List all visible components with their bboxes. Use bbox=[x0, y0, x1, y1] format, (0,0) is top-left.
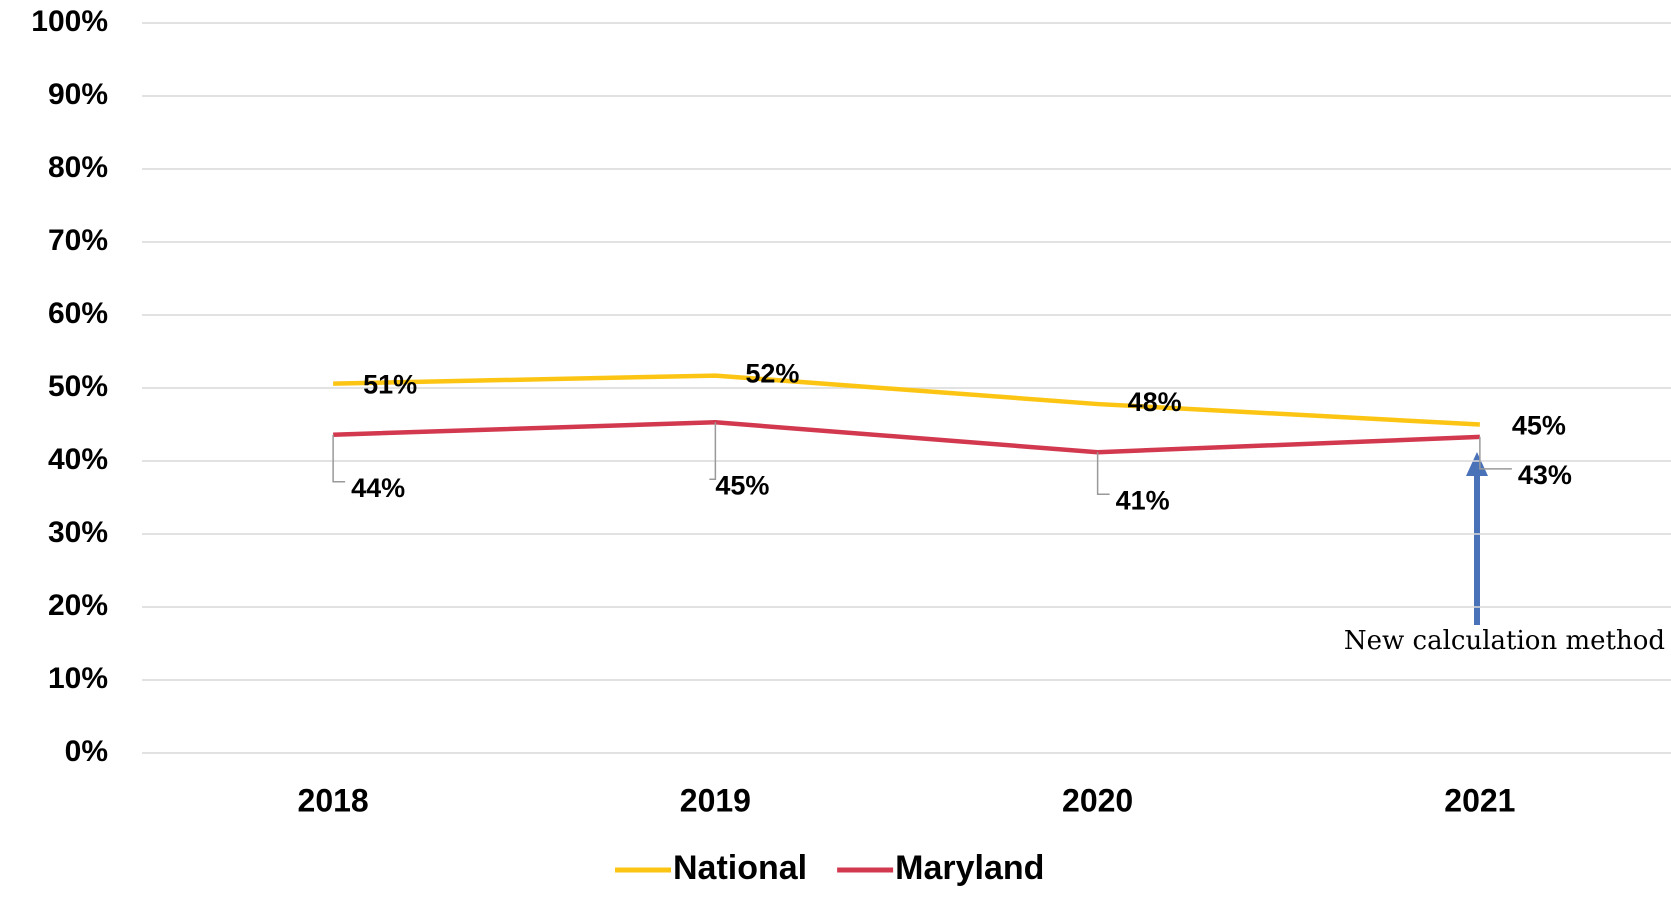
x-tick-label: 2021 bbox=[1444, 782, 1515, 818]
leader-line bbox=[1479, 436, 1512, 470]
y-tick-label: 90% bbox=[48, 78, 108, 111]
y-tick-label: 30% bbox=[48, 516, 108, 549]
annotation: New calculation method bbox=[1344, 626, 1665, 656]
y-tick-label: 60% bbox=[48, 297, 108, 330]
y-tick-label: 40% bbox=[48, 443, 108, 476]
y-tick-label: 100% bbox=[31, 5, 108, 38]
y-tick-label: 50% bbox=[48, 370, 108, 403]
leader-line bbox=[332, 434, 346, 483]
legend-label: Maryland bbox=[895, 849, 1044, 887]
data-label: 41% bbox=[1116, 485, 1170, 515]
leader-line bbox=[1096, 452, 1110, 495]
y-tick-label: 10% bbox=[48, 662, 108, 695]
data-label: 44% bbox=[351, 473, 405, 503]
data-label: 43% bbox=[1518, 460, 1572, 490]
data-label: 51% bbox=[363, 370, 417, 400]
leader-line bbox=[709, 422, 717, 481]
x-tick-label: 2019 bbox=[680, 782, 751, 818]
y-tick-label: 80% bbox=[48, 151, 108, 184]
line-series bbox=[333, 373, 1480, 427]
y-tick-label: 20% bbox=[48, 589, 108, 622]
x-tick-label: 2020 bbox=[1062, 782, 1133, 818]
x-tick-label: 2018 bbox=[298, 782, 369, 818]
annotation-arrowhead bbox=[1466, 452, 1488, 476]
data-label: 52% bbox=[745, 359, 799, 389]
line-series bbox=[333, 420, 1480, 455]
data-label: 45% bbox=[715, 470, 769, 500]
data-label: 48% bbox=[1128, 387, 1182, 417]
data-label: 45% bbox=[1512, 411, 1566, 441]
y-tick-label: 70% bbox=[48, 224, 108, 257]
legend-label: National bbox=[673, 849, 807, 887]
y-tick-label: 0% bbox=[65, 735, 108, 768]
